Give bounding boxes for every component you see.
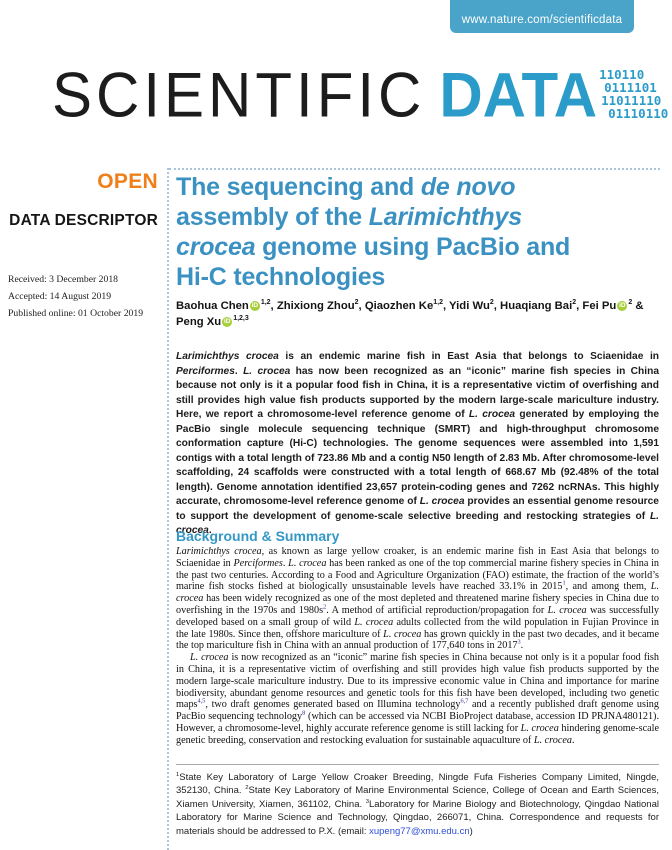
dotted-vertical-divider	[167, 168, 169, 850]
published-date: Published online: 01 October 2019	[8, 308, 144, 319]
article-title: The sequencing and de novo assembly of th…	[176, 173, 571, 291]
email-link[interactable]: xupeng77@xmu.edu.cn	[369, 825, 470, 837]
body-paragraph-1: Larimichthys crocea, as known as large y…	[176, 546, 660, 652]
body-paragraph-2: L. crocea is now recognized as an “iconi…	[176, 652, 660, 746]
author-list: Baohua Chen iD 1,2, Zhixiong Zhou2, Qiaozh…	[176, 299, 644, 328]
dotted-horizontal-divider	[169, 168, 660, 170]
journal-url-banner[interactable]: www.nature.com/scientificdata	[450, 0, 634, 33]
article-type-label: DATA DESCRIPTOR	[9, 212, 158, 229]
orcid-icon[interactable]: iD	[222, 316, 233, 327]
open-access-label: OPEN	[97, 170, 158, 193]
binary-digits-icon: 110110 0111101 11011110 01110110	[599, 67, 669, 121]
section-heading: Background & Summary	[176, 528, 340, 544]
section-body: Larimichthys crocea, as known as large y…	[176, 546, 659, 747]
journal-url[interactable]: www.nature.com/scientificdata	[461, 14, 623, 26]
affiliations-footnote: 1State Key Laboratory of Large Yellow Cr…	[176, 771, 659, 837]
logo-word-scientific: SCIENTIFIC	[52, 60, 426, 131]
received-date: Received: 3 December 2018	[8, 274, 119, 285]
journal-logo: SCIENTIFIC DATA 110110 0111101 11011110 …	[52, 60, 669, 131]
orcid-icon[interactable]: iD	[249, 301, 260, 311]
abstract: Larimichthys crocea is an endemic marine…	[176, 351, 659, 536]
orcid-icon[interactable]: iD	[617, 301, 628, 311]
article-dates: Received: 3 December 2018 Accepted: 14 A…	[8, 271, 160, 322]
accepted-date: Accepted: 14 August 2019	[8, 291, 112, 302]
logo-word-data: DATA	[439, 60, 598, 131]
footnote-divider	[176, 764, 659, 765]
